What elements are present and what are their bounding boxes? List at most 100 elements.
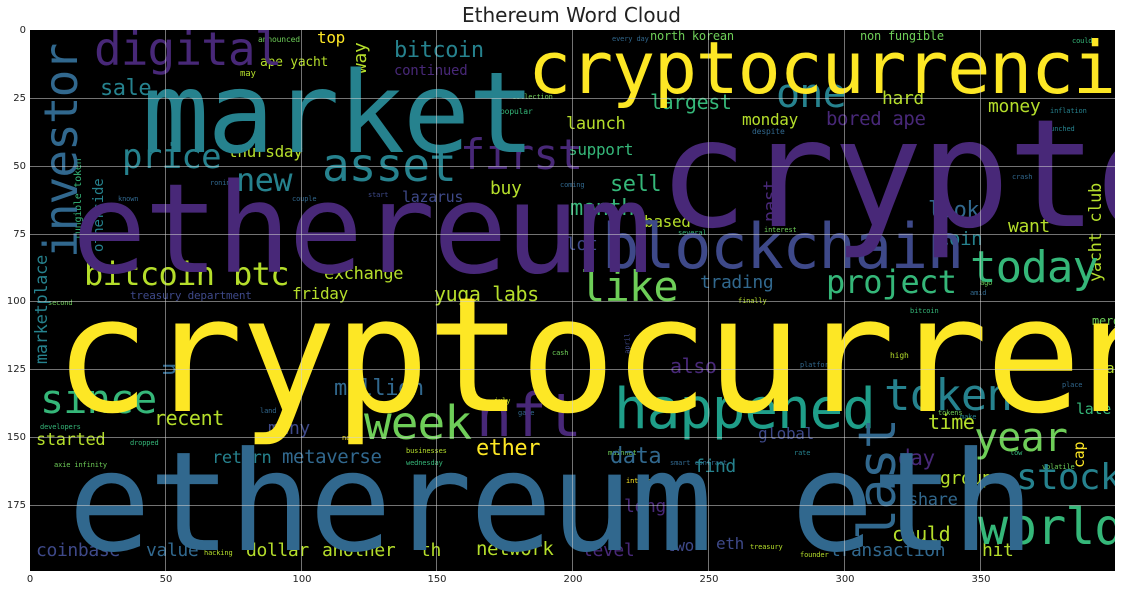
grid-x-250 (708, 30, 709, 571)
x-tick-50: 50 (159, 574, 173, 585)
word-known: known (118, 195, 139, 203)
word-cash: cash (552, 349, 569, 357)
word-ethereum-eth: ethereum eth (68, 422, 1035, 572)
grid-y-175 (30, 505, 1115, 506)
grid-y-50 (30, 166, 1115, 167)
grid-x-350 (980, 30, 981, 571)
word-place: place (1062, 381, 1083, 389)
x-tick-250: 250 (699, 574, 719, 585)
word-businesses: businesses (406, 447, 447, 455)
word-coinbase: coinbase (36, 540, 120, 561)
y-tick-25: 25 (13, 93, 26, 104)
word-token: token (884, 370, 1013, 421)
word-bored-ape: bored ape (826, 108, 926, 130)
word-based: based (644, 212, 691, 231)
word-second: second (48, 299, 73, 307)
grid-y-25 (30, 98, 1115, 99)
word-cloud-image: announced may popular collection every d… (30, 30, 1115, 571)
word-mainnet: mainnet (608, 449, 637, 457)
word-developers: developers (40, 423, 81, 431)
word-project: project (826, 263, 957, 301)
word-start: start (368, 191, 389, 199)
word-inflation: inflation (1050, 107, 1087, 115)
word-support: support (568, 140, 634, 159)
word-marketplace: marketplace (32, 255, 52, 364)
word-collection: collection (512, 93, 553, 101)
word-bitcoin: bitcoin (394, 38, 484, 63)
word-late: late (1076, 400, 1111, 418)
x-tick-300: 300 (835, 574, 855, 585)
word-largest: largest (650, 90, 732, 114)
word-launched: launched (1042, 125, 1075, 133)
x-tick-200: 200 (563, 574, 583, 585)
word-friday: friday (292, 284, 348, 303)
word-stock: stock (1016, 457, 1115, 498)
word-asset: asset (322, 138, 457, 192)
word-bitcoin-btc: bitcoin btc (84, 255, 290, 293)
grid-y-125 (30, 369, 1115, 370)
y-tick-75: 75 (13, 229, 26, 240)
word-like: like (580, 262, 679, 311)
word-dollar: dollar (246, 540, 309, 561)
word-market: market (142, 49, 535, 179)
word-interest-b: interest (626, 477, 659, 485)
word-two: two (666, 536, 694, 555)
word-buy: buy (490, 178, 522, 199)
word-several: several (678, 229, 707, 237)
word-top: top (317, 30, 345, 47)
word-transaction: transaction (830, 540, 946, 561)
word-axie-infinity: axie infinity (54, 461, 107, 469)
word-ape-yacht: ape yacht (260, 55, 329, 70)
word-eth: eth (716, 534, 744, 553)
word-rate: rate (794, 449, 811, 457)
word-million: million (334, 376, 424, 401)
grid-x-200 (572, 30, 573, 571)
word-crypto: crypto (658, 88, 1115, 262)
word-cryptocurrencies: cryptocurrencies (528, 30, 1115, 110)
word-may: may (240, 69, 256, 79)
word-metaverse: metaverse (282, 446, 382, 468)
x-tick-350: 350 (971, 574, 991, 585)
word-find: find (694, 456, 736, 477)
word-ago: ago (980, 279, 993, 287)
word-month: month (570, 196, 635, 221)
word-want: want (1008, 216, 1050, 237)
word-happened: happened (614, 377, 876, 442)
grid-x-300 (844, 30, 845, 571)
word-since: since (40, 377, 157, 423)
word-th: th (420, 540, 441, 561)
word-amid: amid (970, 289, 987, 297)
word-year: year (974, 415, 1068, 461)
word-also: also (670, 354, 717, 378)
word-hacking: hacking (204, 549, 233, 557)
x-tick-0: 0 (26, 574, 34, 585)
word-digital: digital (94, 30, 282, 76)
word-ether: ether (476, 436, 541, 461)
word-smart-contract: smart contract (670, 459, 728, 467)
grid-x-50 (165, 30, 166, 571)
word-first: first (460, 130, 583, 179)
y-tick-150: 150 (6, 432, 26, 443)
word-tokens: tokens (938, 409, 963, 417)
chart-title: Ethereum Word Cloud (462, 3, 681, 27)
y-tick-100: 100 (6, 296, 26, 307)
word-volatile: volatile (1042, 463, 1075, 471)
grid-y-100 (30, 301, 1115, 302)
y-tick-125: 125 (6, 364, 26, 375)
word-dropped: dropped (130, 439, 159, 447)
word-land: land (260, 407, 277, 415)
y-tick-50: 50 (13, 161, 26, 172)
word-popular: popular (500, 107, 533, 116)
word-data: data (610, 444, 662, 469)
word-make: make (960, 413, 977, 421)
word-new: new (236, 161, 293, 199)
word-could-small: could (1072, 37, 1093, 45)
word-high: high (890, 351, 909, 360)
word-blockchain: blockchain (602, 210, 964, 283)
word-founder: founder (800, 551, 829, 559)
y-tick-175: 175 (6, 500, 26, 511)
word-sale: sale (100, 76, 152, 101)
grid-y-150 (30, 437, 1115, 438)
word-north-korean: north korean (650, 30, 734, 43)
word-sell: sell (610, 172, 662, 197)
